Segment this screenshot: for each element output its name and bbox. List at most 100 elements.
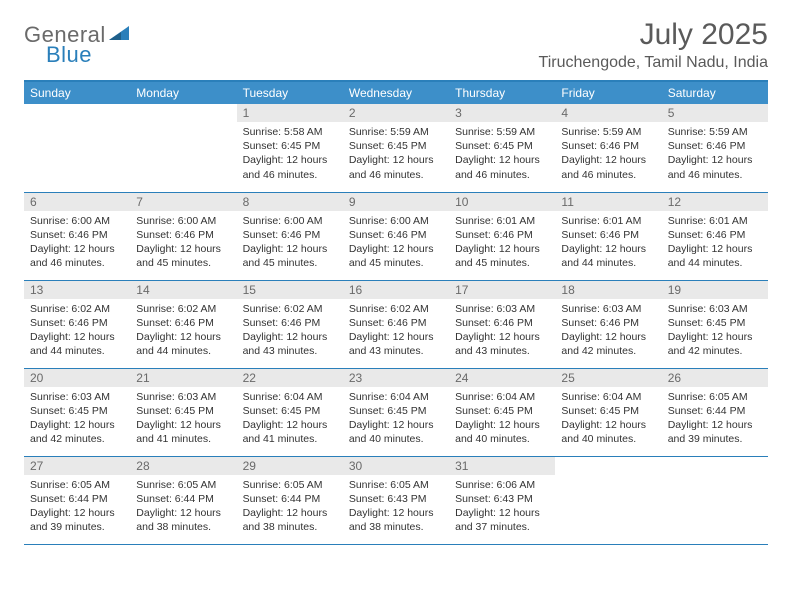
calendar-cell: 16Sunrise: 6:02 AMSunset: 6:46 PMDayligh…	[343, 280, 449, 368]
calendar-cell: .	[130, 104, 236, 192]
calendar-cell: 3Sunrise: 5:59 AMSunset: 6:45 PMDaylight…	[449, 104, 555, 192]
day-info: Sunrise: 5:59 AMSunset: 6:46 PMDaylight:…	[555, 122, 661, 188]
month-title: July 2025	[539, 18, 768, 52]
day-info: Sunrise: 6:01 AMSunset: 6:46 PMDaylight:…	[555, 211, 661, 277]
day-info: Sunrise: 6:04 AMSunset: 6:45 PMDaylight:…	[343, 387, 449, 453]
calendar-cell: 10Sunrise: 6:01 AMSunset: 6:46 PMDayligh…	[449, 192, 555, 280]
calendar-cell: 29Sunrise: 6:05 AMSunset: 6:44 PMDayligh…	[237, 456, 343, 544]
location-label: Tiruchengode, Tamil Nadu, India	[539, 54, 768, 72]
calendar-cell: 1Sunrise: 5:58 AMSunset: 6:45 PMDaylight…	[237, 104, 343, 192]
calendar-cell: 17Sunrise: 6:03 AMSunset: 6:46 PMDayligh…	[449, 280, 555, 368]
day-info: Sunrise: 6:05 AMSunset: 6:44 PMDaylight:…	[130, 475, 236, 541]
weekday-header: Thursday	[449, 82, 555, 104]
day-number: 23	[343, 369, 449, 387]
weekday-header: Wednesday	[343, 82, 449, 104]
day-info: Sunrise: 6:05 AMSunset: 6:44 PMDaylight:…	[662, 387, 768, 453]
calendar-cell: 8Sunrise: 6:00 AMSunset: 6:46 PMDaylight…	[237, 192, 343, 280]
calendar-week: 27Sunrise: 6:05 AMSunset: 6:44 PMDayligh…	[24, 456, 768, 544]
calendar-week: 20Sunrise: 6:03 AMSunset: 6:45 PMDayligh…	[24, 368, 768, 456]
day-info: Sunrise: 6:04 AMSunset: 6:45 PMDaylight:…	[449, 387, 555, 453]
day-info: Sunrise: 6:03 AMSunset: 6:45 PMDaylight:…	[662, 299, 768, 365]
day-number: 19	[662, 281, 768, 299]
day-number: 9	[343, 193, 449, 211]
brand-part2: Blue	[46, 42, 92, 67]
calendar-cell: 25Sunrise: 6:04 AMSunset: 6:45 PMDayligh…	[555, 368, 661, 456]
day-number: 8	[237, 193, 343, 211]
day-info: Sunrise: 6:00 AMSunset: 6:46 PMDaylight:…	[24, 211, 130, 277]
day-info: Sunrise: 6:01 AMSunset: 6:46 PMDaylight:…	[662, 211, 768, 277]
day-number: 25	[555, 369, 661, 387]
weekday-header: Saturday	[662, 82, 768, 104]
day-info: Sunrise: 6:04 AMSunset: 6:45 PMDaylight:…	[237, 387, 343, 453]
day-number: 1	[237, 104, 343, 122]
calendar-cell: 12Sunrise: 6:01 AMSunset: 6:46 PMDayligh…	[662, 192, 768, 280]
day-info: Sunrise: 6:04 AMSunset: 6:45 PMDaylight:…	[555, 387, 661, 453]
day-number: 27	[24, 457, 130, 475]
day-number: 30	[343, 457, 449, 475]
calendar-week: . . 1Sunrise: 5:58 AMSunset: 6:45 PMDayl…	[24, 104, 768, 192]
calendar-cell: 28Sunrise: 6:05 AMSunset: 6:44 PMDayligh…	[130, 456, 236, 544]
calendar-cell: 21Sunrise: 6:03 AMSunset: 6:45 PMDayligh…	[130, 368, 236, 456]
brand-triangle-icon	[109, 26, 129, 45]
day-number: 4	[555, 104, 661, 122]
day-number: 10	[449, 193, 555, 211]
brand-part2-wrap: Blue	[24, 42, 92, 68]
day-info: Sunrise: 6:00 AMSunset: 6:46 PMDaylight:…	[130, 211, 236, 277]
day-number: 15	[237, 281, 343, 299]
day-info: Sunrise: 6:03 AMSunset: 6:45 PMDaylight:…	[130, 387, 236, 453]
day-info: Sunrise: 5:58 AMSunset: 6:45 PMDaylight:…	[237, 122, 343, 188]
day-info: Sunrise: 6:06 AMSunset: 6:43 PMDaylight:…	[449, 475, 555, 541]
calendar-cell: 18Sunrise: 6:03 AMSunset: 6:46 PMDayligh…	[555, 280, 661, 368]
weekday-header: Friday	[555, 82, 661, 104]
calendar-cell: 19Sunrise: 6:03 AMSunset: 6:45 PMDayligh…	[662, 280, 768, 368]
day-number: 28	[130, 457, 236, 475]
day-info: Sunrise: 6:05 AMSunset: 6:43 PMDaylight:…	[343, 475, 449, 541]
weekday-header: Monday	[130, 82, 236, 104]
calendar-cell: 15Sunrise: 6:02 AMSunset: 6:46 PMDayligh…	[237, 280, 343, 368]
day-info: Sunrise: 6:00 AMSunset: 6:46 PMDaylight:…	[343, 211, 449, 277]
day-number: 18	[555, 281, 661, 299]
day-number: 3	[449, 104, 555, 122]
calendar-cell: 2Sunrise: 5:59 AMSunset: 6:45 PMDaylight…	[343, 104, 449, 192]
calendar-cell: 23Sunrise: 6:04 AMSunset: 6:45 PMDayligh…	[343, 368, 449, 456]
calendar-cell: 31Sunrise: 6:06 AMSunset: 6:43 PMDayligh…	[449, 456, 555, 544]
day-number: 21	[130, 369, 236, 387]
day-info: Sunrise: 6:03 AMSunset: 6:46 PMDaylight:…	[449, 299, 555, 365]
day-number: 26	[662, 369, 768, 387]
day-info: Sunrise: 6:02 AMSunset: 6:46 PMDaylight:…	[343, 299, 449, 365]
calendar-body: . . 1Sunrise: 5:58 AMSunset: 6:45 PMDayl…	[24, 104, 768, 544]
day-number: 2	[343, 104, 449, 122]
day-info: Sunrise: 6:01 AMSunset: 6:46 PMDaylight:…	[449, 211, 555, 277]
day-info: Sunrise: 6:03 AMSunset: 6:45 PMDaylight:…	[24, 387, 130, 453]
day-number: 16	[343, 281, 449, 299]
day-info: Sunrise: 5:59 AMSunset: 6:45 PMDaylight:…	[343, 122, 449, 188]
calendar-cell: 6Sunrise: 6:00 AMSunset: 6:46 PMDaylight…	[24, 192, 130, 280]
calendar-week: 6Sunrise: 6:00 AMSunset: 6:46 PMDaylight…	[24, 192, 768, 280]
calendar-cell: 14Sunrise: 6:02 AMSunset: 6:46 PMDayligh…	[130, 280, 236, 368]
calendar-cell: 7Sunrise: 6:00 AMSunset: 6:46 PMDaylight…	[130, 192, 236, 280]
day-number: 7	[130, 193, 236, 211]
day-number: 29	[237, 457, 343, 475]
day-number: 22	[237, 369, 343, 387]
day-number: 20	[24, 369, 130, 387]
calendar-cell: .	[555, 456, 661, 544]
day-number: 12	[662, 193, 768, 211]
day-info: Sunrise: 5:59 AMSunset: 6:46 PMDaylight:…	[662, 122, 768, 188]
calendar-cell: 5Sunrise: 5:59 AMSunset: 6:46 PMDaylight…	[662, 104, 768, 192]
calendar-cell: 22Sunrise: 6:04 AMSunset: 6:45 PMDayligh…	[237, 368, 343, 456]
calendar-cell: 20Sunrise: 6:03 AMSunset: 6:45 PMDayligh…	[24, 368, 130, 456]
day-info: Sunrise: 5:59 AMSunset: 6:45 PMDaylight:…	[449, 122, 555, 188]
calendar-cell: 9Sunrise: 6:00 AMSunset: 6:46 PMDaylight…	[343, 192, 449, 280]
calendar-cell: 13Sunrise: 6:02 AMSunset: 6:46 PMDayligh…	[24, 280, 130, 368]
day-number: 13	[24, 281, 130, 299]
day-number: 31	[449, 457, 555, 475]
weekday-row: SundayMondayTuesdayWednesdayThursdayFrid…	[24, 82, 768, 104]
day-number: 6	[24, 193, 130, 211]
day-number: 11	[555, 193, 661, 211]
weekday-header: Sunday	[24, 82, 130, 104]
day-number: 5	[662, 104, 768, 122]
day-number: 17	[449, 281, 555, 299]
day-info: Sunrise: 6:02 AMSunset: 6:46 PMDaylight:…	[24, 299, 130, 365]
day-info: Sunrise: 6:05 AMSunset: 6:44 PMDaylight:…	[24, 475, 130, 541]
calendar-cell: 26Sunrise: 6:05 AMSunset: 6:44 PMDayligh…	[662, 368, 768, 456]
